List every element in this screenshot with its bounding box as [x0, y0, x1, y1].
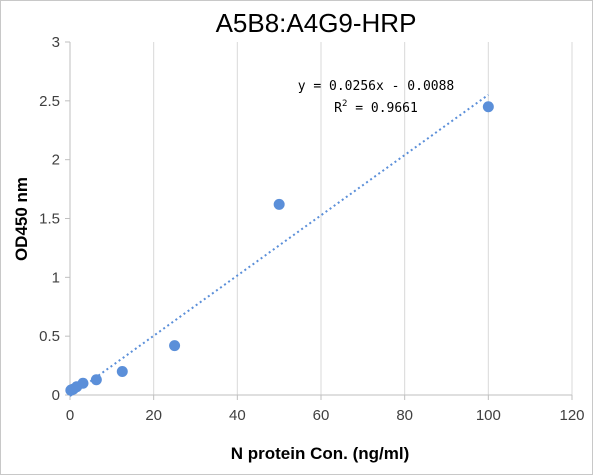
data-point — [169, 340, 181, 352]
trendline-group — [69, 93, 489, 397]
y-tick-label: 2.5 — [39, 93, 60, 110]
x-tick-label: 80 — [396, 407, 413, 424]
y-tick-label: 0.5 — [39, 328, 60, 345]
axes — [65, 41, 573, 400]
x-tick-label: 0 — [66, 407, 74, 424]
x-tick-label: 20 — [145, 407, 162, 424]
chart-title: A5B8:A4G9-HRP — [216, 8, 417, 38]
data-point — [90, 374, 102, 386]
x-axis-label: N protein Con. (ng/ml) — [231, 444, 409, 463]
grid — [153, 42, 573, 395]
data-points — [65, 101, 494, 396]
y-tick-label: 1 — [52, 269, 60, 286]
data-point — [77, 377, 89, 389]
r-squared-value: = 0.9661 — [347, 101, 417, 116]
y-tick-label: 0 — [52, 387, 60, 404]
y-tick-label: 3 — [52, 34, 60, 51]
trendline-equation: y = 0.0256x - 0.0088 — [298, 79, 455, 94]
x-tick-label: 40 — [229, 407, 246, 424]
r-squared-prefix: R — [334, 101, 342, 116]
trendline-r-squared: R2 = 0.9661 — [334, 99, 418, 116]
r-squared-superscript: 2 — [342, 99, 347, 109]
x-tick-label: 120 — [559, 407, 584, 424]
tick-labels: 0 0.5 1 1.5 2 2.5 3 0 20 40 60 80 100 120 — [39, 34, 584, 424]
y-tick-label: 1.5 — [39, 211, 60, 228]
x-tick-label: 100 — [476, 407, 501, 424]
x-tick-label: 60 — [313, 407, 330, 424]
y-tick-label: 2 — [52, 152, 60, 169]
data-point — [273, 198, 285, 210]
data-point — [482, 101, 494, 113]
trendline — [69, 93, 489, 397]
data-point — [116, 365, 128, 377]
y-axis-label: OD450 nm — [12, 177, 31, 261]
